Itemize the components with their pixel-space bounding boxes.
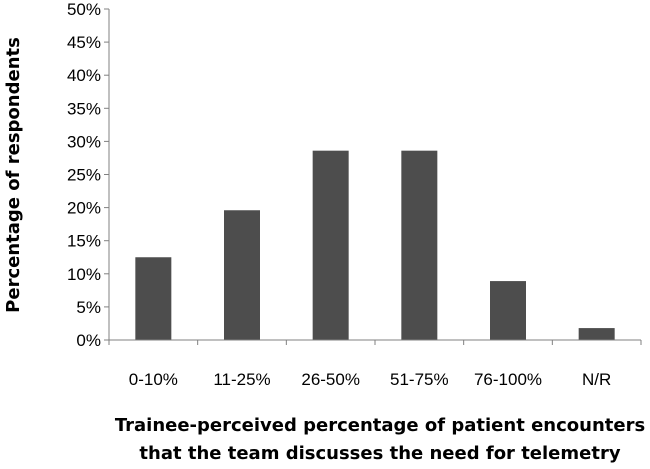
bar	[490, 281, 526, 340]
y-tick-label: 10%	[67, 265, 101, 284]
x-axis-title-line-1: Trainee-perceived percentage of patient …	[115, 415, 645, 436]
bar	[135, 257, 172, 340]
y-tick-label: 30%	[67, 132, 101, 151]
y-axis-title: Percentage of respondents	[3, 37, 24, 313]
bars	[135, 150, 615, 340]
x-tick-label: 0-10%	[129, 370, 178, 389]
x-tick-label: 76-100%	[474, 370, 542, 389]
y-axis-ticks: 0% 5% 10% 15% 20% 25% 30% 35% 40% 45% 50%	[67, 0, 109, 350]
bar	[401, 150, 438, 340]
x-axis-ticks: 0-10% 11-25% 26-50% 51-75% 76-100% N/R	[108, 340, 642, 389]
y-tick-label: 25%	[67, 166, 101, 185]
x-tick-label: 26-50%	[301, 370, 360, 389]
y-tick-label: 50%	[67, 0, 101, 19]
bar	[224, 210, 260, 340]
y-tick-label: 35%	[67, 99, 101, 118]
x-tick-label: 11-25%	[213, 370, 270, 389]
y-tick-label: 15%	[67, 232, 101, 251]
bar	[578, 328, 615, 340]
y-tick-label: 20%	[67, 199, 101, 218]
axes	[108, 9, 641, 341]
y-tick-label: 0%	[76, 331, 101, 350]
y-tick-label: 5%	[76, 298, 101, 317]
x-tick-label: N/R	[582, 370, 611, 389]
x-tick-label: 51-75%	[390, 370, 449, 389]
y-tick-label: 45%	[67, 33, 101, 52]
bar	[312, 150, 349, 340]
x-axis-title-line-2: that the team discusses the need for tel…	[139, 443, 620, 464]
y-tick-label: 40%	[67, 66, 101, 85]
